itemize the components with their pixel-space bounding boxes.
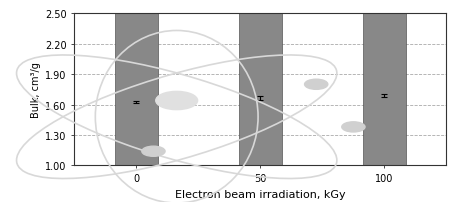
X-axis label: Electron beam irradiation, kGy: Electron beam irradiation, kGy — [175, 189, 345, 199]
Circle shape — [156, 92, 198, 110]
Bar — [239, 0, 282, 166]
Y-axis label: Bulk, cm³/g: Bulk, cm³/g — [31, 62, 41, 118]
Circle shape — [305, 80, 328, 90]
Circle shape — [342, 122, 365, 132]
Circle shape — [142, 146, 165, 157]
Bar — [363, 0, 406, 166]
Bar — [115, 2, 158, 166]
